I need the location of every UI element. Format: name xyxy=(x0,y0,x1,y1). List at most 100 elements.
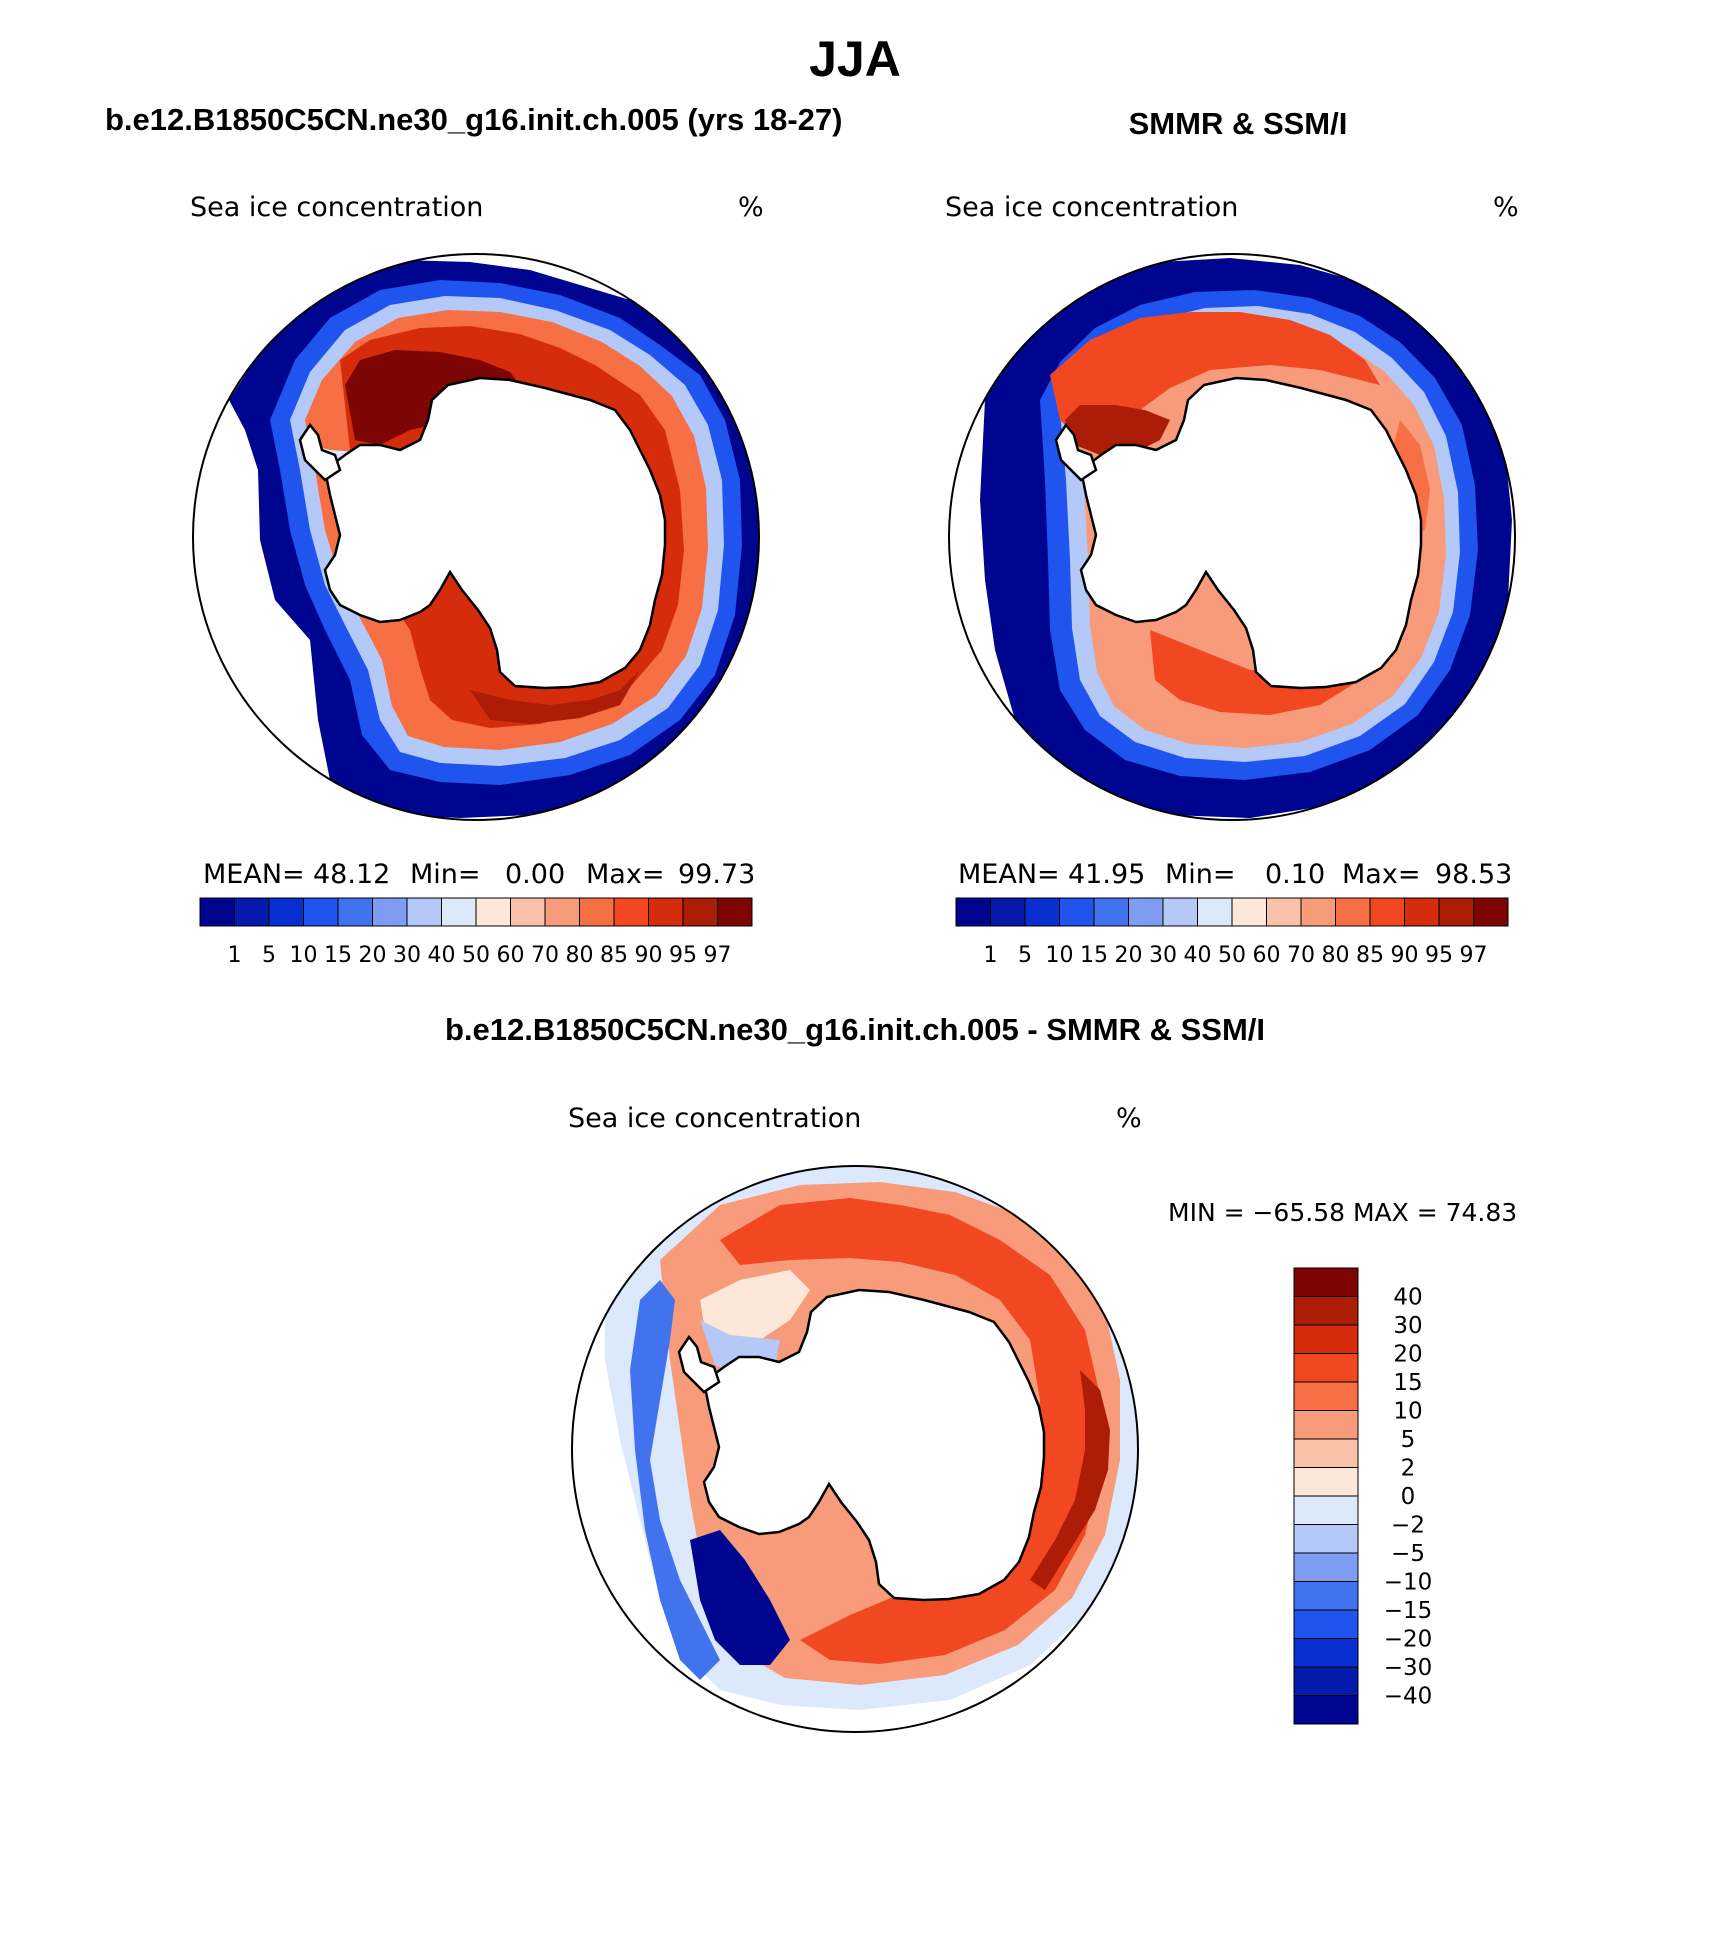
left-colorbar-tick-label: 80 xyxy=(566,943,594,968)
left-colorbar-tick-label: 10 xyxy=(290,943,318,968)
diff-units-label: % xyxy=(1116,1103,1142,1134)
difference-colorbar-tick-label: 15 xyxy=(1393,1370,1422,1396)
left-antarctica-coastline xyxy=(323,376,667,690)
right-map-boundary xyxy=(948,253,1516,821)
right-colorbar-tick-label: 30 xyxy=(1149,943,1177,968)
left-variable-label: Sea ice concentration xyxy=(190,192,484,223)
left-colorbar-swatch xyxy=(337,897,373,927)
left-colorbar-tick-label: 60 xyxy=(497,943,525,968)
right-colorbar-tick-label: 10 xyxy=(1046,943,1074,968)
difference-map-boundary xyxy=(571,1165,1139,1733)
difference-colorbar-swatch xyxy=(1293,1609,1359,1639)
right-colorbar-tick-label: 70 xyxy=(1287,943,1315,968)
right-colorbar-swatch xyxy=(1231,897,1267,927)
right-min-value: 0.10 xyxy=(1265,859,1326,890)
right-colorbar-tick-label: 1 xyxy=(984,943,998,968)
left-min-value: 0.00 xyxy=(505,859,566,890)
right-colorbar-swatch xyxy=(1369,897,1405,927)
left-max-label: Max= xyxy=(586,859,665,890)
difference-colorbar-swatch xyxy=(1293,1638,1359,1668)
difference-colorbar-swatch xyxy=(1293,1666,1359,1696)
left-units-label: % xyxy=(738,192,764,223)
left-map xyxy=(192,253,760,821)
difference-colorbar-swatch xyxy=(1293,1410,1359,1440)
right-colorbar-swatch xyxy=(1266,897,1302,927)
left-colorbar-swatch xyxy=(510,897,546,927)
right-colorbar-tick-label: 15 xyxy=(1080,943,1108,968)
difference-colorbar-tick-label: 30 xyxy=(1393,1313,1422,1339)
left-colorbar-tick-label: 70 xyxy=(531,943,559,968)
right-colorbar-swatch xyxy=(1162,897,1198,927)
left-colorbar-tick-label: 30 xyxy=(393,943,421,968)
left-colorbar-swatch xyxy=(613,897,649,927)
right-max-value: 98.53 xyxy=(1435,859,1513,890)
difference-colorbar-swatch xyxy=(1293,1695,1359,1725)
right-colorbar-tick-label: 80 xyxy=(1322,943,1350,968)
left-colorbar-tick-label: 90 xyxy=(635,943,663,968)
right-colorbar-tick-label: 40 xyxy=(1184,943,1212,968)
right-map xyxy=(948,253,1516,821)
right-colorbar-tick-label: 20 xyxy=(1115,943,1143,968)
right-colorbar-swatch xyxy=(1059,897,1095,927)
difference-colorbar-tick-label: 2 xyxy=(1401,1456,1416,1482)
difference-colorbar-swatch xyxy=(1293,1438,1359,1468)
left-colorbar-tick-label: 1 xyxy=(228,943,242,968)
right-colorbar-swatch xyxy=(1024,897,1060,927)
right-max-label: Max= xyxy=(1342,859,1421,890)
left-colorbar-swatch xyxy=(544,897,580,927)
left-colorbar-swatch xyxy=(372,897,408,927)
difference-panel-title: b.e12.B1850C5CN.ne30_g16.init.ch.005 - S… xyxy=(444,1012,1266,1047)
left-colorbar-swatch xyxy=(234,897,270,927)
right-colorbar-swatch xyxy=(1404,897,1440,927)
left-colorbar: 1 5 10 15 20 30 40 50 60 70 80 85 90 95 97 xyxy=(199,897,753,968)
difference-colorbar-swatch xyxy=(1293,1581,1359,1611)
left-mean-value: 48.12 xyxy=(313,859,391,890)
left-colorbar-swatch xyxy=(579,897,615,927)
left-min-label: Min= xyxy=(410,859,481,890)
left-colorbar-tick-label: 15 xyxy=(324,943,352,968)
left-colorbar-tick-label: 95 xyxy=(669,943,697,968)
left-colorbar-swatch xyxy=(406,897,442,927)
left-colorbar-swatch xyxy=(648,897,684,927)
difference-colorbar-swatch xyxy=(1293,1296,1359,1326)
difference-colorbar-tick-label: 20 xyxy=(1393,1342,1422,1368)
left-map-boundary xyxy=(192,253,760,821)
left-colorbar-swatch xyxy=(199,897,235,927)
left-panel-title: b.e12.B1850C5CN.ne30_g16.init.ch.005 (yr… xyxy=(105,102,843,137)
right-colorbar-swatch xyxy=(1093,897,1129,927)
right-colorbar-tick-label: 85 xyxy=(1356,943,1384,968)
difference-colorbar-tick-label: −15 xyxy=(1384,1598,1433,1624)
left-colorbar-tick-label: 50 xyxy=(462,943,490,968)
left-colorbar-tick-label: 97 xyxy=(704,943,732,968)
left-colorbar-swatch xyxy=(475,897,511,927)
left-colorbar-swatch xyxy=(717,897,753,927)
right-min-label: Min= xyxy=(1165,859,1236,890)
right-colorbar-tick-label: 97 xyxy=(1460,943,1488,968)
difference-colorbar-swatch xyxy=(1293,1353,1359,1383)
right-colorbar-swatch xyxy=(1473,897,1509,927)
right-colorbar-swatch xyxy=(955,897,991,927)
difference-colorbar-tick-label: −5 xyxy=(1391,1541,1425,1567)
left-mean-label: MEAN= xyxy=(203,859,305,890)
left-colorbar-tick-label: 20 xyxy=(359,943,387,968)
difference-colorbar-tick-label: −30 xyxy=(1384,1655,1433,1681)
right-variable-label: Sea ice concentration xyxy=(945,192,1239,223)
diff-variable-label: Sea ice concentration xyxy=(568,1103,862,1134)
right-colorbar-swatch xyxy=(1197,897,1233,927)
difference-antarctica-coastline xyxy=(702,1288,1046,1602)
difference-map xyxy=(571,1165,1139,1733)
right-colorbar-tick-label: 60 xyxy=(1253,943,1281,968)
right-colorbar-swatch xyxy=(1128,897,1164,927)
diff-minmax-label: MIN = −65.58 MAX = 74.83 xyxy=(1168,1198,1518,1227)
difference-colorbar-swatch xyxy=(1293,1552,1359,1582)
right-colorbar-tick-label: 50 xyxy=(1218,943,1246,968)
difference-colorbar-swatch xyxy=(1293,1381,1359,1411)
right-colorbar-swatch xyxy=(1335,897,1371,927)
right-colorbar-swatch xyxy=(990,897,1026,927)
difference-colorbar-swatch xyxy=(1293,1324,1359,1354)
right-panel-title: SMMR & SSM/I xyxy=(1128,106,1348,141)
difference-colorbar-swatch xyxy=(1293,1467,1359,1497)
difference-colorbar-swatch xyxy=(1293,1267,1359,1297)
right-colorbar-tick-label: 90 xyxy=(1391,943,1419,968)
